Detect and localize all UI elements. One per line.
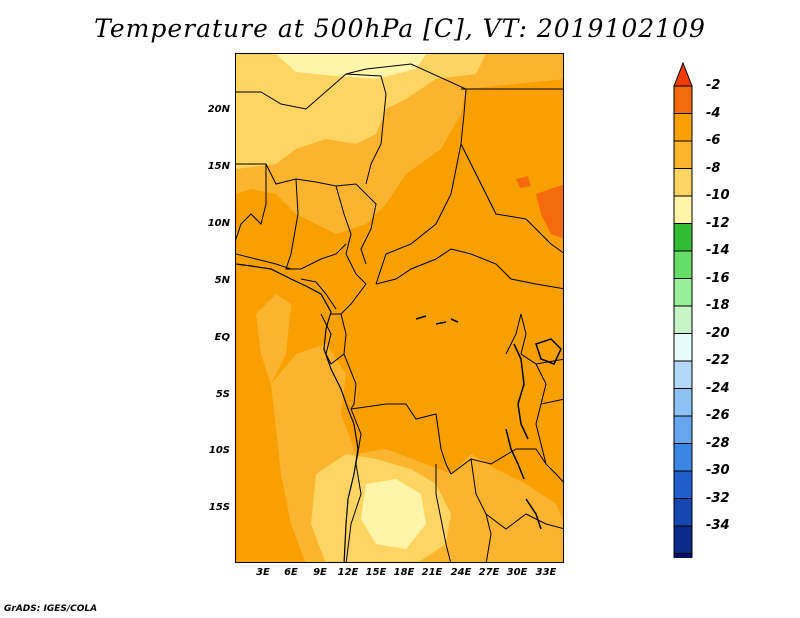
credit-label: GrADS: IGES/COLA — [4, 604, 98, 614]
colorbar-box — [673, 360, 693, 389]
field-band-neg10-south — [361, 479, 426, 549]
colorbar-label: -30 — [706, 463, 730, 478]
colorbar-top-arrow — [673, 62, 693, 87]
field-band-neg6-west — [256, 294, 291, 384]
colorbar-box — [673, 195, 693, 224]
lat-label-eq: EQ — [214, 332, 230, 343]
lon-label-27e: 27E — [478, 567, 500, 578]
colorbar-label: -28 — [706, 435, 730, 451]
colorbar — [673, 62, 693, 558]
colorbar-box — [673, 443, 693, 472]
lon-label-24e: 24E — [450, 567, 472, 578]
country-borders — [236, 63, 563, 562]
colorbar-label: -12 — [706, 215, 730, 231]
lon-label-18e: 18E — [393, 567, 415, 578]
lon-label-12e: 12E — [337, 567, 359, 578]
lon-label-30e: 30E — [506, 567, 528, 578]
colorbar-box — [673, 250, 693, 279]
colorbar-label: -24 — [706, 380, 730, 396]
colorbar-box — [673, 85, 693, 114]
lon-label-21e: 21E — [421, 567, 443, 578]
lat-label-10n: 10N — [207, 218, 230, 229]
lon-label-3e: 3E — [256, 567, 270, 578]
lat-label-15s: 15S — [208, 502, 230, 513]
colorbar-label: -34 — [706, 518, 730, 533]
colorbar-box — [673, 140, 693, 169]
colorbar-box — [673, 113, 693, 142]
chart-title: Temperature at 500hPa [C], VT: 201910210… — [94, 14, 706, 43]
colorbar-label: -6 — [706, 133, 721, 148]
colorbar-label: -16 — [706, 270, 730, 286]
colorbar-box — [673, 305, 693, 334]
lon-label-15e: 15E — [365, 567, 387, 578]
colorbar-label: -26 — [706, 408, 730, 423]
colorbar-box — [673, 415, 693, 444]
colorbar-label: -22 — [706, 353, 730, 368]
colorbar-label: -14 — [706, 243, 730, 258]
lon-label-6e: 6E — [284, 567, 298, 578]
colorbar-box — [673, 168, 693, 197]
field-band-neg8-north — [236, 54, 486, 169]
colorbar-label: -8 — [706, 160, 721, 176]
colorbar-box — [673, 333, 693, 362]
colorbar-box — [673, 498, 693, 527]
colorbar-box — [673, 278, 693, 307]
colorbar-box — [673, 470, 693, 499]
lon-label-9e: 9E — [313, 567, 327, 578]
field-band-neg2-east — [536, 184, 563, 239]
temperature-map — [236, 54, 563, 562]
lakes — [415, 315, 562, 530]
field-band-neg10-north — [276, 54, 426, 79]
lat-label-10s: 10S — [208, 445, 230, 456]
colorbar-label: -4 — [706, 105, 721, 121]
colorbar-label: -10 — [706, 188, 730, 203]
colorbar-box — [673, 553, 693, 558]
lat-label-5s: 5S — [215, 389, 230, 400]
map-panel — [235, 53, 564, 563]
colorbar-box — [673, 525, 693, 554]
colorbar-label: -18 — [706, 298, 730, 313]
colorbar-label: -20 — [706, 325, 730, 341]
lon-label-33e: 33E — [535, 567, 557, 578]
colorbar-label: -2 — [706, 78, 721, 93]
colorbar-box — [673, 388, 693, 417]
colorbar-box — [673, 223, 693, 252]
colorbar-label: -32 — [706, 490, 730, 506]
lat-label-5n: 5N — [214, 275, 230, 286]
lat-label-20n: 20N — [207, 104, 230, 115]
coastline — [236, 263, 359, 562]
field-band-neg2-east2 — [516, 176, 531, 188]
lat-label-15n: 15N — [207, 161, 230, 172]
